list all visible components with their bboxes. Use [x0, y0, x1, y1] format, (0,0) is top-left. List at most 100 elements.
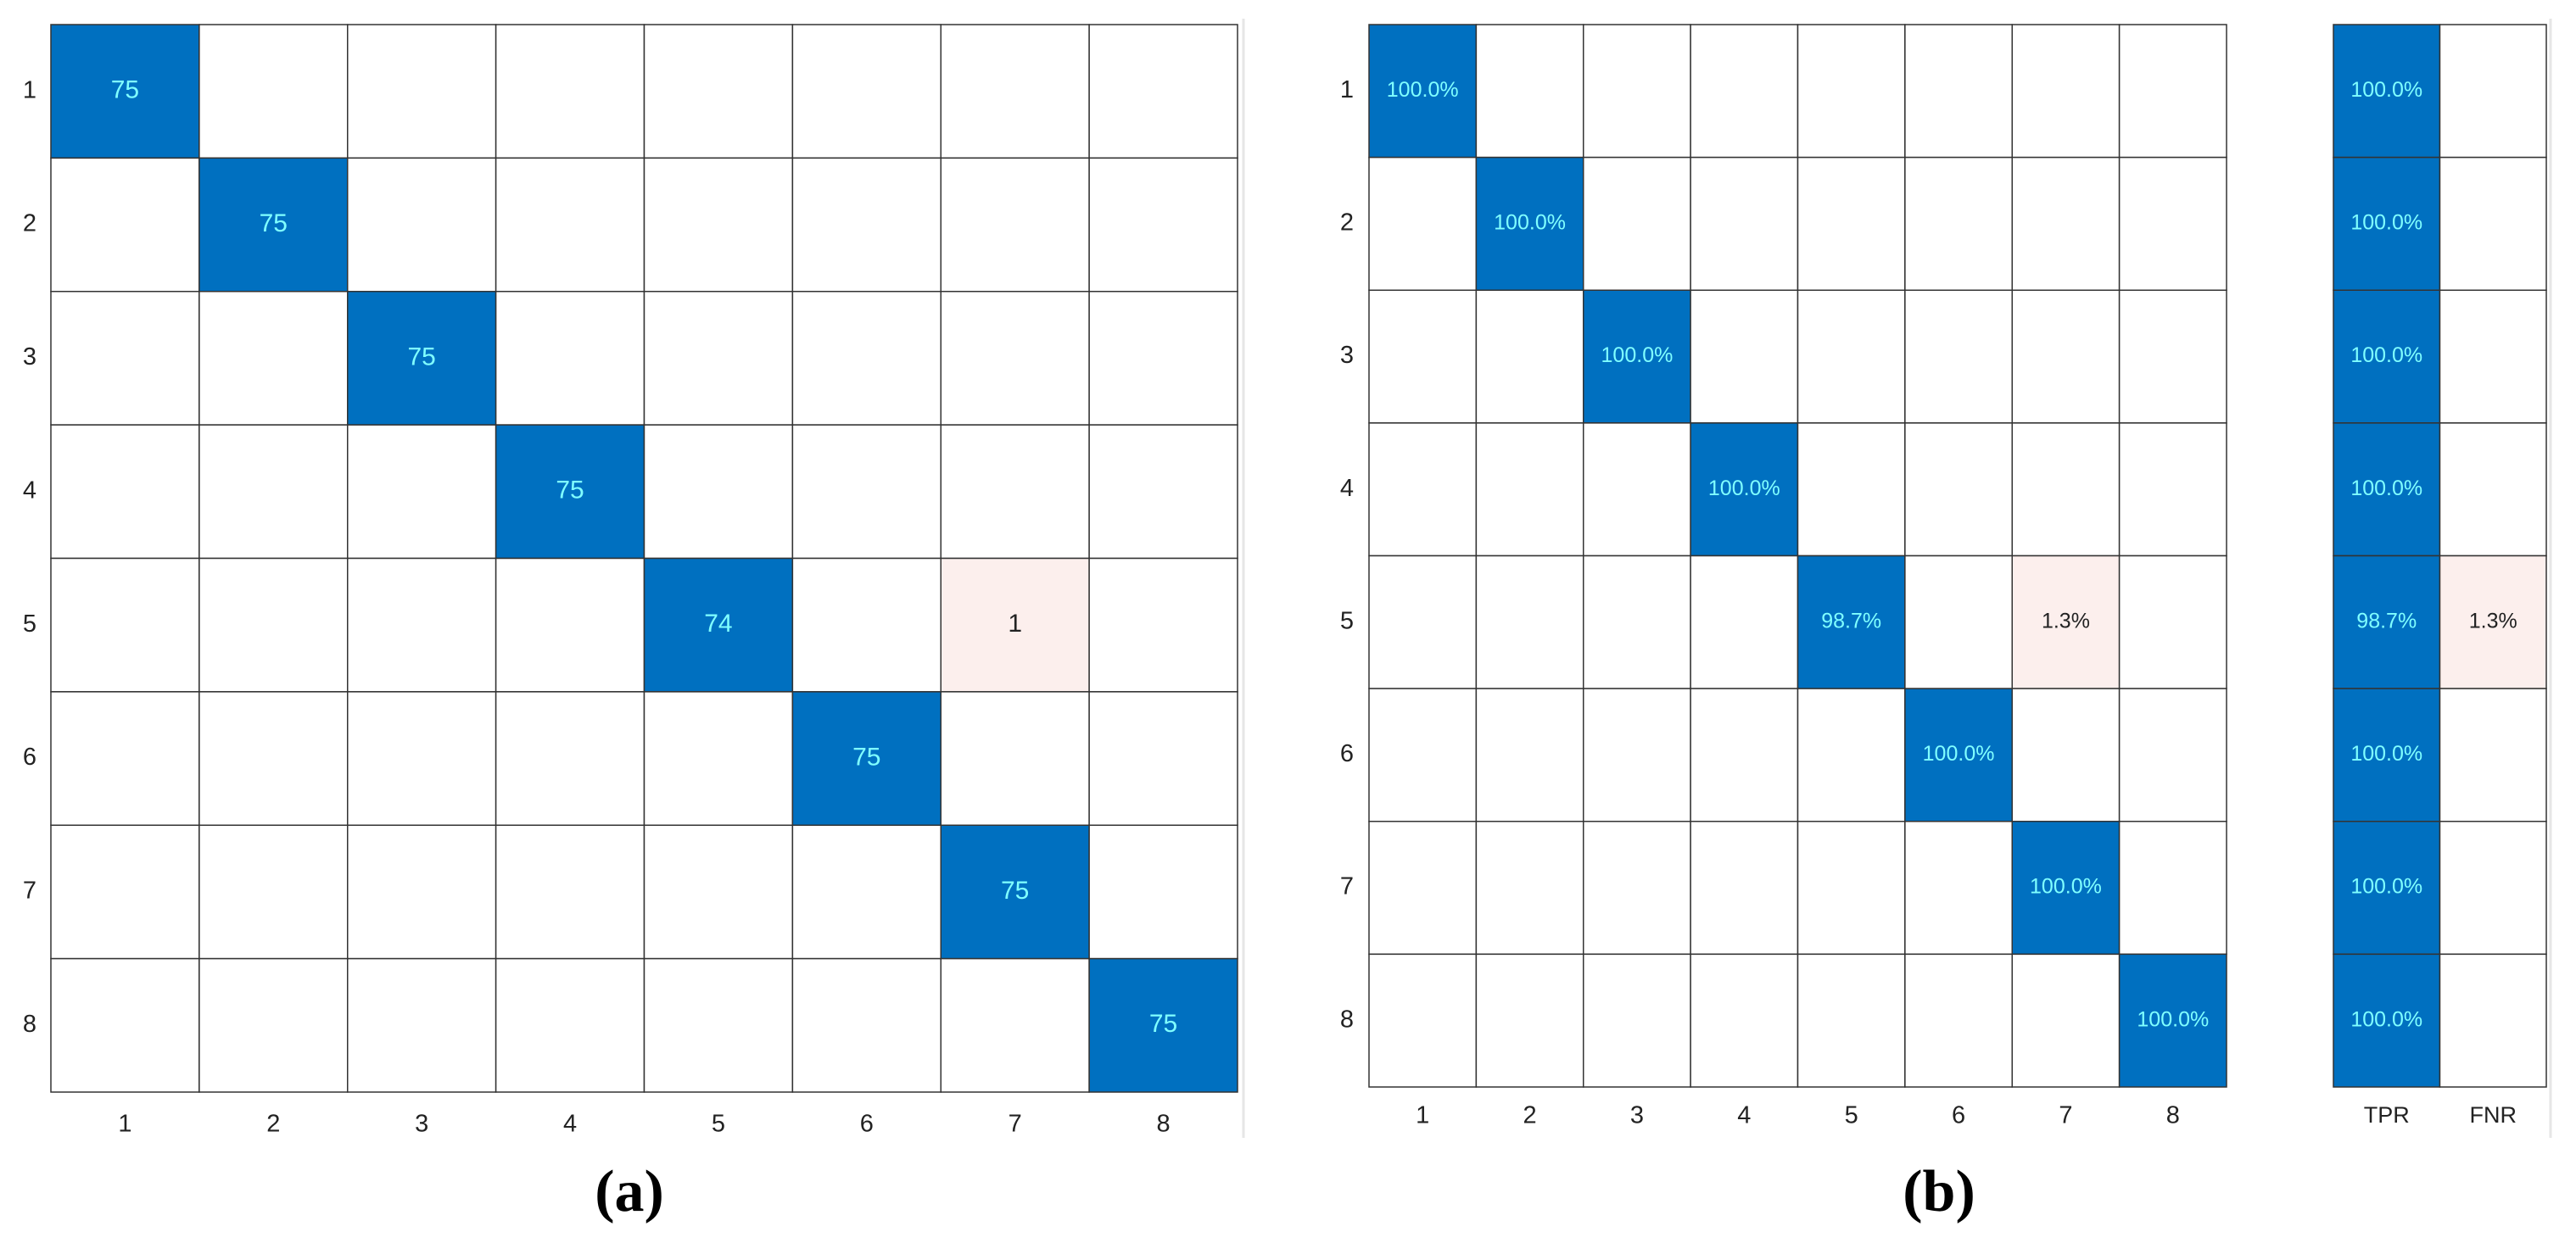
- cell: [1583, 953, 1691, 1088]
- cell: [2011, 289, 2121, 424]
- cell: [1368, 821, 1478, 956]
- cell: [2011, 422, 2121, 557]
- cell-label: 98.7%: [1821, 609, 1881, 633]
- panel-label: (b): [1903, 1159, 1975, 1224]
- x-tick-label: 6: [1952, 1102, 1965, 1129]
- y-tick-label: 2: [1340, 209, 1354, 237]
- x-tick-label: TPR: [2364, 1102, 2410, 1128]
- cell: [2118, 422, 2227, 557]
- cell-label: 100.0%: [2350, 875, 2422, 899]
- x-tick-label: 1: [1416, 1102, 1429, 1129]
- cell: [50, 824, 200, 960]
- cell: [347, 557, 497, 693]
- x-tick-label: 2: [1523, 1102, 1536, 1129]
- cell: [1904, 24, 2013, 159]
- cell: [1904, 289, 2013, 424]
- cell-label: 98.7%: [2356, 609, 2417, 633]
- y-tick-label: 6: [23, 744, 36, 771]
- cell: [50, 291, 200, 426]
- cell: [1583, 688, 1691, 822]
- cell: [1796, 821, 1906, 956]
- cell: [1690, 688, 1799, 822]
- cell: [2118, 156, 2227, 291]
- y-tick-label: 6: [1340, 740, 1354, 767]
- cell: [495, 957, 645, 1093]
- cell: [2333, 289, 2441, 424]
- x-tick-label: FNR: [2470, 1102, 2517, 1128]
- cell: [1904, 555, 2013, 689]
- cell-label: 75: [1149, 1010, 1177, 1038]
- cell: [50, 557, 200, 693]
- cell: [2439, 156, 2547, 291]
- cell: [643, 824, 794, 960]
- cell: [1088, 24, 1238, 159]
- cell: [791, 157, 942, 293]
- cell: [1368, 156, 1478, 291]
- cell: [1368, 422, 1478, 557]
- cell: [2118, 688, 2227, 822]
- cell: [50, 957, 200, 1093]
- cell: [347, 691, 497, 826]
- cell: [2118, 821, 2227, 956]
- cell: [495, 157, 645, 293]
- cell: [1475, 555, 1584, 689]
- cell: [1690, 953, 1799, 1088]
- cell-label: 75: [408, 343, 436, 371]
- cell-label: 75: [260, 209, 288, 237]
- cell: [1475, 821, 1584, 956]
- cell: [940, 291, 1090, 426]
- panel-label: (a): [595, 1159, 664, 1224]
- y-tick-label: 5: [23, 610, 36, 638]
- cell: [495, 291, 645, 426]
- y-tick-label: 1: [1340, 76, 1354, 103]
- y-tick-label: 5: [1340, 607, 1354, 634]
- cell-label: 1: [1008, 610, 1022, 638]
- cell: [1583, 422, 1691, 557]
- cell: [1088, 157, 1238, 293]
- cell: [2118, 289, 2227, 424]
- cell: [1904, 688, 2013, 822]
- cell-label: 100.0%: [2350, 477, 2422, 500]
- cell: [495, 24, 645, 159]
- y-tick-label: 4: [1340, 475, 1354, 502]
- cell: [1796, 24, 1906, 159]
- cell: [791, 824, 942, 960]
- cell: [1088, 691, 1238, 826]
- cell-label: 100.0%: [2350, 1007, 2422, 1031]
- cell: [198, 557, 349, 693]
- cell: [2333, 953, 2441, 1088]
- cell: [1583, 555, 1691, 689]
- cell: [2439, 688, 2547, 822]
- cell: [50, 691, 200, 826]
- cell: [1583, 24, 1691, 159]
- cell-label: 100.0%: [2350, 742, 2422, 766]
- cell: [643, 24, 794, 159]
- cell-label: 100.0%: [1708, 477, 1780, 500]
- cell: [347, 424, 497, 560]
- cell: [347, 957, 497, 1093]
- cell: [2333, 821, 2441, 956]
- cell: [1088, 957, 1238, 1093]
- cell: [1796, 688, 1906, 822]
- cell: [643, 291, 794, 426]
- cell: [940, 557, 1090, 693]
- cell: [1475, 953, 1584, 1088]
- cell: [1690, 24, 1799, 159]
- cell: [2439, 555, 2547, 689]
- cell: [1583, 821, 1691, 956]
- cell: [1088, 424, 1238, 560]
- cell: [347, 824, 497, 960]
- cell: [198, 291, 349, 426]
- y-tick-label: 3: [1340, 342, 1354, 369]
- cell-label: 75: [1001, 877, 1029, 905]
- cell: [1368, 953, 1478, 1088]
- cell: [2439, 24, 2547, 159]
- cell: [347, 24, 497, 159]
- cell: [2011, 555, 2121, 689]
- cell: [50, 24, 200, 159]
- cell: [1796, 289, 1906, 424]
- cell: [2439, 422, 2547, 557]
- cell-label: 75: [852, 743, 880, 771]
- cell: [1796, 555, 1906, 689]
- cell: [1904, 422, 2013, 557]
